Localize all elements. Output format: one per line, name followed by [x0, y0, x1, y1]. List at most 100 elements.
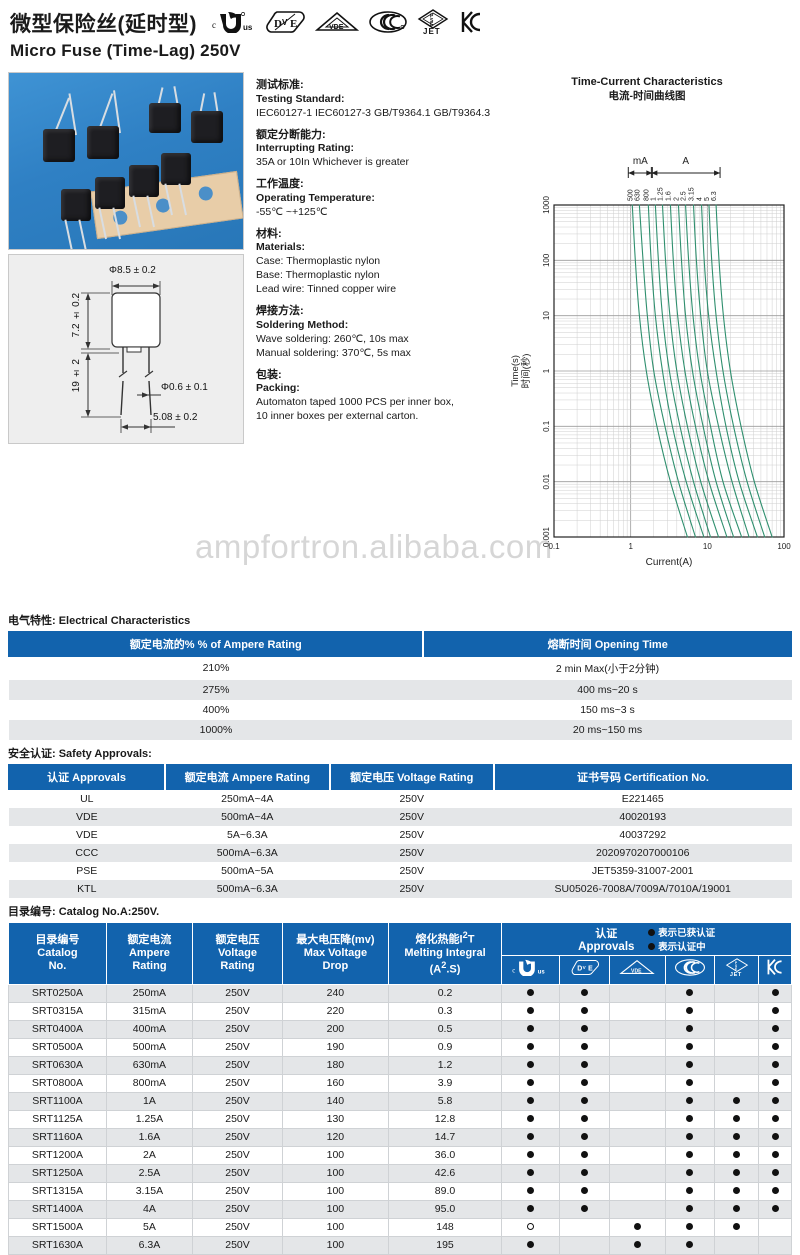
filled-dot-icon: [733, 1133, 741, 1141]
dimension-drawing: Φ8.5 ± 0.2 7.2 ± 0.2 19 ± 2 Φ0.6 ± 0.1 5…: [8, 254, 244, 444]
filled-dot-icon: [527, 1169, 535, 1177]
cell-voltage-rating: 250V: [191, 1235, 284, 1255]
cell-opening-time: 400 ms~20 s: [423, 679, 792, 700]
cell-certification-no: 40020193: [493, 807, 792, 826]
cell-melting-integral: 0.2: [387, 983, 503, 1003]
dim-height-label: 7.2 ± 0.2: [71, 293, 82, 338]
header-cn: 额定电流: [127, 933, 172, 946]
cell-catalog-no: SRT1400A: [8, 1199, 107, 1219]
svg-text:JET: JET: [730, 972, 742, 977]
col-header-ampere-pct: 额定电流的% % of Ampere Rating: [8, 630, 424, 657]
header-en2: Drop: [322, 959, 349, 972]
dve-icon: D V E: [266, 11, 305, 33]
cell-voltage-rating: 250V: [191, 1217, 284, 1237]
curve-label-2.5: 2.5: [681, 191, 688, 201]
header-en1: Melting Integral: [404, 946, 486, 959]
filled-dot-icon: [771, 989, 779, 997]
kc-icon: [767, 959, 782, 976]
cell-approval-mark-pse-jet: [714, 1091, 760, 1111]
cell-ampere-rating: 500mA: [105, 1037, 194, 1057]
curve-label-5: 5: [704, 197, 711, 201]
x-tick-label: 10: [703, 542, 712, 551]
table-row: SRT1250A 2.5A 250V 100 42.6: [8, 1163, 792, 1183]
filled-dot-icon: [686, 1223, 694, 1231]
cell-approval-mark-vde: [609, 983, 666, 1003]
spec-block: 焊接方法: Soldering Method: Wave soldering: …: [256, 304, 496, 360]
cell-approval-mark-kc: [758, 1145, 792, 1165]
cell-max-voltage-drop: 100: [282, 1145, 389, 1165]
cell-melting-integral: 0.9: [387, 1037, 503, 1057]
filled-dot-icon: [527, 1025, 535, 1033]
cell-approval-mark-pse-jet: [714, 1019, 760, 1039]
filled-dot-icon: [527, 1043, 535, 1051]
table-row: SRT0250A 250mA 250V 240 0.2: [8, 983, 792, 1003]
filled-dot-icon: [686, 1097, 694, 1105]
cell-approval-mark-ccc: [664, 1055, 716, 1075]
cell-voltage-rating: 250V: [329, 789, 494, 808]
spec-label-en: Interrupting Rating:: [256, 142, 355, 155]
cell-approval: VDE: [8, 825, 166, 844]
cell-approval-mark-vde: [609, 1217, 666, 1237]
header-en2: (A2.S): [429, 959, 461, 976]
cell-ampere-rating: 400mA: [105, 1019, 194, 1039]
cell-catalog-no: SRT0500A: [8, 1037, 107, 1057]
filled-dot-icon: [581, 1007, 589, 1015]
dim-pitch-label: 5.08 ± 0.2: [153, 412, 198, 423]
svg-text:E: E: [588, 965, 593, 972]
spec-block: 额定分断能力: Interrupting Rating: 35A or 10In…: [256, 128, 496, 171]
filled-dot-icon: [581, 1097, 589, 1105]
cell-voltage-rating: 250V: [191, 1037, 284, 1057]
cell-voltage-rating: 250V: [191, 983, 284, 1003]
cell-approval-mark-ccc: [664, 1073, 716, 1093]
cell-melting-integral: 42.6: [387, 1163, 503, 1183]
cell-approval-mark-ccc: [664, 1091, 716, 1111]
cell-approval-mark-pse-jet: [714, 1127, 760, 1147]
cell-approval-mark-dve: [559, 1199, 611, 1219]
filled-dot-icon: [686, 989, 694, 997]
filled-dot-icon: [527, 1187, 535, 1195]
approvals-title-cn: 认证: [595, 927, 618, 940]
filled-dot-icon: [581, 1043, 589, 1051]
header-en1: Max Voltage: [303, 946, 368, 959]
table-row: SRT1400A 4A 250V 100 95.0: [8, 1199, 792, 1219]
ccc-icon: [369, 11, 407, 33]
filled-dot-icon: [771, 1187, 779, 1195]
cell-max-voltage-drop: 100: [282, 1163, 389, 1183]
filled-dot-icon: [733, 1151, 741, 1159]
svg-text:JET: JET: [423, 27, 441, 35]
cell-voltage-rating: 250V: [191, 1145, 284, 1165]
safety-section-label: 安全认证: Safety Approvals:: [8, 747, 152, 760]
pse-jet-icon: P S E JET: [725, 958, 748, 978]
table-header-row: 认证 Approvals 额定电流 Ampere Rating 额定电压 Vol…: [8, 763, 792, 790]
table-row: SRT0315A 315mA 250V 220 0.3: [8, 1001, 792, 1021]
table-row: VDE 500mA~4A 250V 40020193: [8, 807, 792, 826]
table-row: SRT0630A 630mA 250V 180 1.2: [8, 1055, 792, 1075]
cell-approval-mark-pse-jet: [714, 983, 760, 1003]
header-cn: 额定电压: [215, 933, 260, 946]
dim-lead-length-label: 19 ± 2: [71, 359, 82, 393]
svg-text:E: E: [430, 22, 434, 28]
certification-logo-row: c us D V E VDE: [211, 9, 483, 35]
cell-approval-mark-kc: [758, 1163, 792, 1183]
cell-max-voltage-drop: 190: [282, 1037, 389, 1057]
kc-icon: [461, 11, 481, 33]
cell-max-voltage-drop: 100: [282, 1181, 389, 1201]
cell-voltage-rating: 250V: [191, 1091, 284, 1111]
cell-ampere-pct: 210%: [8, 656, 424, 680]
svg-text:c: c: [512, 967, 515, 974]
cell-approval-mark-pse-jet: [714, 1055, 760, 1075]
cell-approval-mark-dve: [559, 1109, 611, 1129]
y-tick-label: 1000: [542, 195, 551, 213]
y-tick-label: 1: [542, 368, 551, 373]
cell-approval-mark-vde: [609, 1145, 666, 1165]
spec-block: 测试标准: Testing Standard: IEC60127-1 IEC60…: [256, 78, 496, 121]
spec-value: Automaton taped 1000 PCS per inner box,: [256, 396, 454, 409]
cell-ampere-rating: 1A: [105, 1091, 194, 1111]
legend-open: 表示认证中: [648, 939, 715, 953]
cell-approval-mark-cul-us: [501, 1091, 561, 1111]
filled-dot-icon: [686, 1043, 694, 1051]
curve-500mA: [631, 204, 688, 538]
filled-dot-icon: [581, 1187, 589, 1195]
cell-opening-time: 2 min Max(小于2分钟): [423, 656, 792, 680]
cell-catalog-no: SRT1630A: [8, 1235, 107, 1255]
